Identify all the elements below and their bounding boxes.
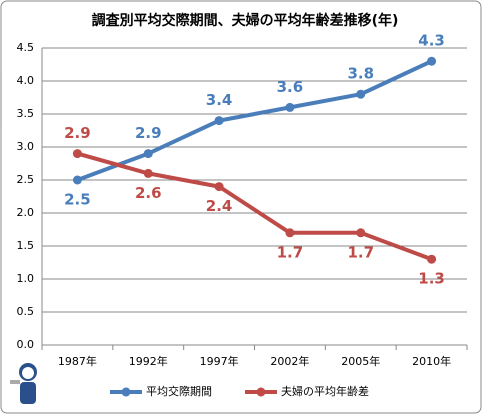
y-tick-label: 3.0	[17, 140, 35, 153]
y-tick-label: 4.0	[17, 74, 35, 87]
x-tick-label: 2010年	[412, 354, 451, 368]
y-tick-label: 2.0	[17, 206, 35, 219]
point	[143, 149, 153, 159]
y-tick-label: 0.0	[17, 338, 35, 351]
x-tick-label: 1992年	[129, 354, 168, 368]
data-label: 3.8	[347, 65, 374, 83]
point	[427, 56, 437, 66]
point	[143, 168, 153, 178]
legend-label: 夫婦の平均年齢差	[281, 384, 369, 398]
data-label: 2.5	[64, 191, 91, 209]
point	[285, 228, 295, 238]
x-tick-label: 1997年	[200, 354, 239, 368]
x-tick-label: 2005年	[341, 354, 380, 368]
data-label: 1.3	[418, 270, 445, 288]
x-tick-label: 2002年	[270, 354, 309, 368]
y-tick-label: 3.5	[17, 107, 35, 120]
data-label: 1.7	[347, 243, 374, 261]
data-label: 2.4	[206, 197, 233, 215]
data-label: 3.4	[206, 91, 233, 109]
data-label: 2.9	[64, 124, 91, 142]
series-line	[76, 59, 433, 182]
y-tick-label: 4.5	[17, 41, 35, 54]
y-tick-label: 0.5	[17, 305, 35, 318]
point	[214, 182, 224, 192]
legend-label: 平均交際期間	[146, 384, 212, 398]
chart-title: 調査別平均交際期間、夫婦の平均年齢差推移(年)	[92, 12, 399, 29]
point	[72, 175, 82, 185]
point	[356, 89, 366, 99]
point	[356, 228, 366, 238]
data-label: 1.7	[277, 243, 304, 261]
point	[427, 254, 437, 264]
data-label: 4.3	[418, 32, 445, 50]
point	[72, 149, 82, 159]
y-tick-label: 1.5	[17, 239, 35, 252]
legend-marker	[256, 387, 266, 397]
point	[214, 116, 224, 126]
y-tick-label: 1.0	[17, 272, 35, 285]
data-label: 2.6	[135, 184, 162, 202]
data-label: 2.9	[135, 124, 162, 142]
mascot	[10, 363, 37, 404]
series-line	[76, 151, 433, 262]
y-tick-label: 2.5	[17, 173, 35, 186]
data-label: 3.6	[277, 78, 304, 96]
x-tick-label: 1987年	[58, 354, 97, 368]
legend-marker	[121, 387, 131, 397]
point	[285, 102, 295, 112]
